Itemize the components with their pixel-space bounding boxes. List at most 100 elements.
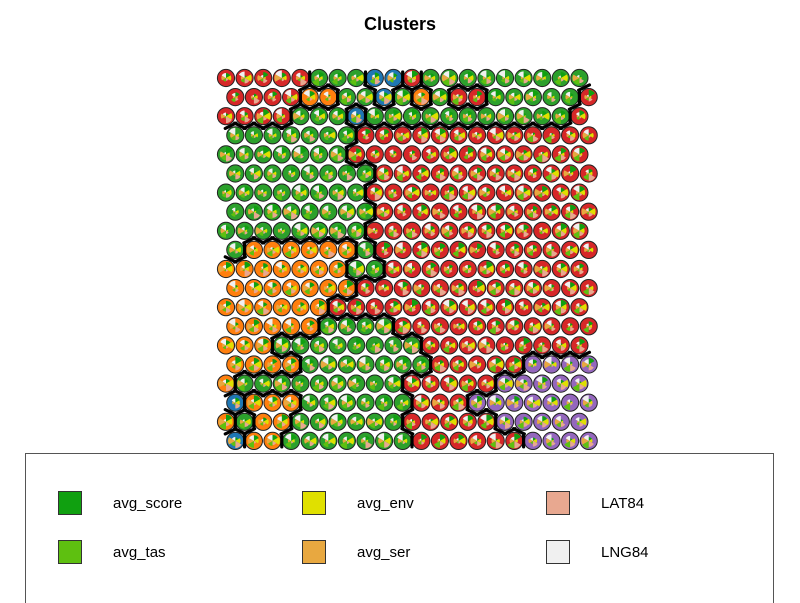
codebook-wedge bbox=[346, 399, 353, 406]
codebook-wedge bbox=[230, 135, 236, 141]
codebook-wedge bbox=[579, 192, 583, 196]
codebook-wedge bbox=[328, 402, 335, 410]
codebook-wedge bbox=[474, 285, 478, 289]
codebook-wedge bbox=[388, 113, 394, 119]
codebook-wedge bbox=[274, 74, 282, 82]
cluster-boundary bbox=[511, 427, 526, 436]
codebook-wedge bbox=[566, 245, 571, 250]
codebook-wedge bbox=[542, 192, 546, 197]
codebook-wedge bbox=[532, 135, 539, 142]
codebook-wedge bbox=[374, 230, 378, 234]
codebook-wedge bbox=[374, 418, 383, 426]
som-unit bbox=[533, 107, 552, 126]
codebook-wedge bbox=[267, 170, 273, 177]
codebook-wedge bbox=[240, 187, 245, 193]
codebook-wedge bbox=[374, 342, 380, 348]
codebook-wedge bbox=[588, 171, 593, 176]
codebook-wedge bbox=[226, 75, 232, 81]
codebook-wedge bbox=[260, 383, 264, 387]
codebook-wedge bbox=[551, 323, 554, 327]
codebook-wedge bbox=[380, 398, 385, 403]
codebook-wedge bbox=[435, 288, 440, 293]
som-unit bbox=[365, 298, 384, 317]
codebook-wedge bbox=[434, 246, 440, 253]
codebook-wedge bbox=[387, 116, 394, 124]
som-unit bbox=[347, 145, 366, 164]
codebook-wedge bbox=[495, 173, 502, 181]
codebook-wedge bbox=[551, 287, 554, 290]
codebook-wedge bbox=[551, 326, 556, 331]
codebook-wedge bbox=[388, 266, 394, 272]
codebook-wedge bbox=[384, 97, 391, 105]
codebook-wedge bbox=[279, 78, 282, 81]
codebook-wedge bbox=[305, 130, 310, 136]
codebook-wedge bbox=[396, 90, 403, 98]
codebook-wedge bbox=[300, 227, 308, 235]
codebook-wedge bbox=[331, 383, 338, 391]
codebook-wedge bbox=[397, 326, 403, 333]
som-unit bbox=[309, 336, 329, 355]
codebook-wedge bbox=[368, 108, 375, 117]
codebook-wedge bbox=[514, 93, 521, 101]
codebook-wedge bbox=[421, 364, 426, 370]
codebook-wedge bbox=[551, 246, 555, 250]
codebook-wedge bbox=[464, 341, 468, 346]
codebook-wedge bbox=[439, 400, 445, 406]
cluster-boundary bbox=[363, 217, 378, 226]
codebook-wedge bbox=[500, 345, 505, 351]
codebook-wedge bbox=[556, 421, 561, 428]
codebook-wedge bbox=[361, 321, 366, 327]
codebook-wedge bbox=[340, 97, 347, 105]
codebook-wedge bbox=[341, 135, 347, 142]
codebook-wedge bbox=[402, 133, 405, 136]
codebook-wedge bbox=[579, 75, 582, 78]
codebook-wedge bbox=[439, 286, 443, 290]
som-unit bbox=[402, 107, 422, 126]
codebook-wedge bbox=[275, 147, 282, 155]
som-unit bbox=[365, 374, 384, 393]
codebook-wedge bbox=[523, 304, 527, 308]
codebook-wedge bbox=[242, 419, 245, 422]
som-unit bbox=[514, 412, 533, 431]
codebook-wedge bbox=[495, 211, 498, 214]
som-unit bbox=[570, 374, 589, 393]
codebook-wedge bbox=[260, 419, 264, 422]
codebook-wedge bbox=[400, 401, 403, 405]
codebook-wedge bbox=[284, 433, 292, 441]
codebook-wedge bbox=[510, 249, 515, 254]
codebook-wedge bbox=[505, 75, 507, 78]
som-unit bbox=[300, 355, 319, 374]
codebook-wedge bbox=[576, 75, 580, 78]
codebook-wedge bbox=[486, 343, 491, 348]
codebook-wedge bbox=[309, 246, 317, 254]
codebook-wedge bbox=[547, 400, 552, 405]
codebook-wedge bbox=[538, 116, 543, 121]
codebook-wedge bbox=[532, 245, 538, 250]
codebook-wedge bbox=[542, 151, 545, 155]
codebook-wedge bbox=[251, 135, 254, 139]
codebook-wedge bbox=[542, 381, 546, 386]
cluster-boundary bbox=[288, 408, 303, 417]
codebook-wedge bbox=[360, 326, 366, 333]
codebook-wedge bbox=[574, 378, 580, 384]
codebook-wedge bbox=[495, 438, 500, 443]
codebook-wedge bbox=[536, 345, 543, 353]
som-unit bbox=[291, 183, 310, 202]
codebook-wedge bbox=[305, 249, 310, 255]
codebook-wedge bbox=[226, 230, 229, 234]
codebook-wedge bbox=[505, 307, 511, 314]
codebook-wedge bbox=[489, 326, 496, 334]
codebook-wedge bbox=[384, 401, 388, 405]
codebook-wedge bbox=[326, 285, 329, 289]
codebook-wedge bbox=[412, 229, 416, 233]
som-unit bbox=[402, 145, 422, 164]
som-unit bbox=[272, 183, 291, 202]
codebook-wedge bbox=[362, 171, 366, 176]
som-unit bbox=[523, 88, 543, 107]
som-unit bbox=[328, 68, 347, 88]
codebook-wedge bbox=[377, 402, 385, 410]
codebook-wedge bbox=[251, 288, 254, 291]
codebook-wedge bbox=[277, 416, 282, 422]
codebook-wedge bbox=[288, 172, 292, 175]
legend-label: avg_env bbox=[357, 494, 414, 512]
